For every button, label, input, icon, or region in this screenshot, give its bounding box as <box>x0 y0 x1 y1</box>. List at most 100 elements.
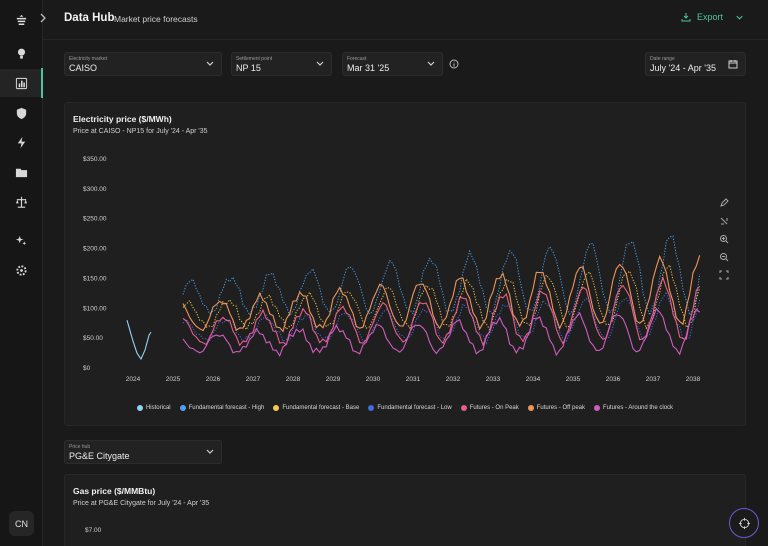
series-line <box>182 263 701 331</box>
electricity-price-card: Electricity price ($/MWh) Price at CAISO… <box>64 102 746 426</box>
legend-dot <box>273 405 280 411</box>
x-tick-label: 2036 <box>606 376 621 383</box>
y-tick-label: $250.00 <box>83 216 107 223</box>
logo-icon[interactable] <box>0 6 43 34</box>
legend-item[interactable]: Fundamental forecast - Base <box>273 405 359 411</box>
x-tick-label: 2032 <box>446 376 461 383</box>
x-tick-label: 2026 <box>206 376 221 383</box>
settlement-point-value: NP 15 <box>236 63 261 73</box>
x-tick-label: 2037 <box>646 376 661 383</box>
chart-legend: Historical Fundamental forecast - High Fun… <box>65 405 745 411</box>
electricity-card-subtitle: Price at CAISO - NP15 for July '24 - Apr… <box>73 128 208 135</box>
y-tick-label: $200.00 <box>83 246 107 253</box>
reset-zoom-icon[interactable] <box>719 213 729 225</box>
crosshair-icon <box>738 517 750 529</box>
series-line <box>182 254 701 333</box>
sparkle-icon[interactable] <box>0 226 43 254</box>
gas-price-card: Gas price ($/MMBtu) Price at PG&E Cityga… <box>64 474 746 546</box>
gas-y-tick: $7.00 <box>85 527 102 534</box>
legend-label: Futures - Around the clock <box>603 405 674 411</box>
legend-item[interactable]: Futures - Off peak <box>527 405 586 411</box>
y-tick-label: $100.00 <box>83 305 107 312</box>
gas-card-title: Gas price ($/MMBtu) <box>73 486 156 496</box>
x-tick-label: 2024 <box>126 376 141 383</box>
legend-item[interactable]: Fundamental forecast - High <box>179 405 264 411</box>
x-tick-label: 2034 <box>526 376 541 383</box>
legend-label: Fundamental forecast - Low <box>377 405 452 411</box>
y-tick-label: $350.00 <box>83 156 107 163</box>
fullscreen-icon[interactable] <box>719 267 729 280</box>
sidebar-active-indicator <box>41 68 43 98</box>
legend-item[interactable]: Futures - On Peak <box>460 405 519 411</box>
legend-label: Futures - On Peak <box>469 405 519 411</box>
price-hub-label: Price hub <box>69 444 91 450</box>
info-icon[interactable] <box>449 59 459 69</box>
electricity-market-select[interactable]: Electricity market CAISO <box>64 52 222 76</box>
legend-item[interactable]: Fundamental forecast - Low <box>368 405 452 411</box>
legend-label: Historical <box>145 405 171 411</box>
avatar[interactable]: CN <box>9 511 34 536</box>
legend-dot <box>594 405 601 411</box>
electricity-price-chart[interactable]: $350.00 $300.00 $250.00 $200.00 $150.00 $100.… <box>65 103 747 403</box>
edit-icon[interactable] <box>719 195 729 207</box>
y-tick-label: $50.00 <box>83 335 103 342</box>
legend-dot <box>368 405 375 411</box>
forecast-select[interactable]: Forecast Mar 31 '25 <box>342 52 443 76</box>
series-line <box>126 320 152 361</box>
series-line <box>182 235 701 318</box>
chevron-down-icon <box>427 61 435 66</box>
price-hub-value: PG&E Citygate <box>69 451 130 461</box>
settlement-point-select[interactable]: Settlement point NP 15 <box>231 52 332 76</box>
x-tick-label: 2028 <box>286 376 301 383</box>
y-tick-label: $300.00 <box>83 186 107 193</box>
settlement-point-label: Settlement point <box>236 56 273 62</box>
legend-label: Futures - Off peak <box>536 405 586 411</box>
legend-dot <box>179 405 186 411</box>
x-tick-label: 2033 <box>486 376 501 383</box>
download-icon <box>681 13 691 22</box>
settings-icon[interactable] <box>0 256 43 284</box>
gas-card-subtitle: Price at PG&E Citygate for July '24 - Ap… <box>73 500 210 507</box>
y-tick-label: $0 <box>83 365 91 372</box>
folder-icon[interactable] <box>0 158 43 186</box>
lightbulb-icon[interactable] <box>0 39 43 67</box>
electricity-market-value: CAISO <box>69 63 98 73</box>
series-line <box>182 276 701 347</box>
x-tick-label: 2025 <box>166 376 181 383</box>
chevron-down-icon <box>206 449 214 454</box>
chevron-down-icon <box>206 61 214 66</box>
price-hub-select[interactable]: Price hub PG&E Citygate <box>64 440 222 464</box>
sidebar: CN <box>0 0 43 546</box>
page-title: Data Hub <box>64 12 115 24</box>
x-tick-label: 2030 <box>366 376 381 383</box>
date-range-label: Date range <box>650 56 675 62</box>
legend-dot <box>136 405 143 411</box>
zoom-out-icon[interactable] <box>719 249 729 262</box>
shield-icon[interactable] <box>0 99 43 127</box>
y-tick-label: $150.00 <box>83 275 107 282</box>
zoom-in-icon[interactable] <box>719 231 729 244</box>
date-range-select[interactable]: Date range July '24 - Apr '35 <box>645 52 746 76</box>
electricity-market-label: Electricity market <box>69 56 108 62</box>
bar-chart-icon[interactable] <box>0 69 43 97</box>
chevron-down-icon <box>736 15 743 20</box>
page-subtitle: Market price forecasts <box>114 14 198 24</box>
legend-label: Fundamental forecast - Base <box>282 405 360 411</box>
legend-item[interactable]: Futures - Around the clock <box>594 405 673 411</box>
export-button[interactable]: Export <box>681 12 744 22</box>
chevron-right-icon[interactable] <box>38 12 48 24</box>
header: Data Hub Market price forecasts Export <box>43 0 768 40</box>
assistant-button[interactable] <box>729 508 759 538</box>
x-tick-label: 2027 <box>246 376 261 383</box>
legend-item[interactable]: Historical <box>136 405 171 411</box>
scale-icon[interactable] <box>0 188 43 216</box>
date-range-value: July '24 - Apr '35 <box>650 63 716 73</box>
chart-toolbar <box>719 195 729 280</box>
legend-dot <box>527 405 534 411</box>
legend-dot <box>460 405 467 411</box>
series-line <box>182 290 701 345</box>
bolt-icon[interactable] <box>0 128 43 156</box>
calendar-icon <box>728 60 738 69</box>
chevron-down-icon <box>316 61 324 66</box>
